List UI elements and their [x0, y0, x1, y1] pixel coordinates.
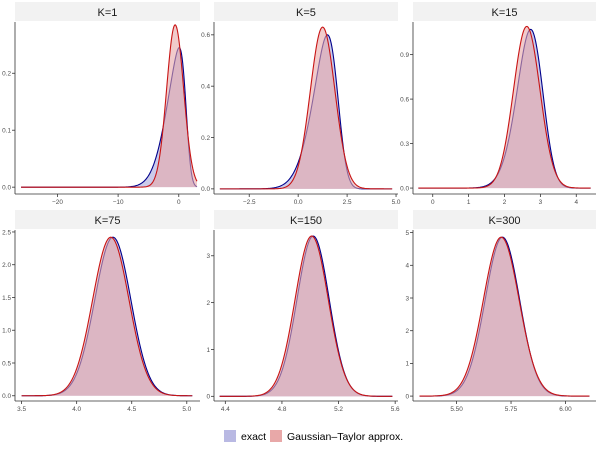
y-tick-label: 0.0: [201, 186, 210, 193]
y-tick-label: 0: [405, 393, 409, 400]
x-tick-label: 4.8: [277, 406, 286, 413]
density-area-approx: [418, 26, 591, 189]
x-tick-label: 5.75: [505, 406, 518, 413]
facet-title: K=5: [296, 7, 316, 19]
density-area-approx: [21, 24, 197, 188]
facet-strip: [15, 2, 200, 21]
y-tick-label: 1: [206, 347, 210, 354]
facet-title: K=1: [98, 7, 118, 19]
panel-2: K=5 0.0 0.2 0.4 0.6 −2.5 0.0 2.5 5.0: [201, 2, 401, 206]
legend-key-exact: [224, 430, 236, 442]
x-tick-label: 5.0: [182, 406, 191, 413]
x-tick-label: 0: [177, 199, 181, 206]
facet-strip: [413, 2, 596, 21]
y-tick-label: 5: [405, 230, 409, 237]
density-line-approx: [219, 26, 393, 190]
density-line-approx: [219, 235, 393, 397]
legend-label-exact: exact: [241, 431, 266, 443]
x-tick-label: 3: [539, 199, 543, 206]
x-tick-label: 5.50: [450, 406, 463, 413]
y-tick-label: 1: [405, 361, 409, 368]
x-tick-label: 1: [467, 199, 471, 206]
y-tick-label: 0.1: [2, 128, 11, 135]
facet-strip: [214, 2, 398, 21]
x-tick-label: −20: [52, 199, 63, 206]
y-tick-label: 0.0: [2, 393, 11, 400]
x-tick-label: 4: [574, 199, 578, 206]
x-tick-label: 4.4: [221, 406, 230, 413]
y-tick-label: 0.5: [2, 360, 11, 367]
density-area-approx: [219, 236, 393, 397]
x-tick-label: 4.5: [127, 406, 136, 413]
y-tick-label: 0.0: [2, 184, 11, 191]
y-tick-label: 0.0: [400, 185, 409, 192]
y-tick-label: 0.2: [2, 71, 11, 78]
x-tick-label: 5.2: [334, 406, 343, 413]
panel-6: K=300 0 1 2 3 4 5 5.50 5.75 6.00: [405, 210, 596, 413]
panel-3: K=15 0.0 0.3 0.6 0.9 0 1 2 3 4: [400, 2, 596, 206]
x-tick-label: −2.5: [243, 199, 256, 206]
x-tick-label: 3.5: [17, 406, 26, 413]
density-line-approx: [21, 236, 193, 397]
y-tick-label: 2.0: [2, 262, 11, 269]
facet-title: K=75: [95, 215, 121, 227]
legend: exact Gaussian–Taylor approx.: [224, 430, 403, 443]
facet-strip: [413, 210, 596, 229]
x-tick-label: 5.0: [392, 199, 401, 206]
density-line-approx: [418, 25, 591, 189]
y-tick-label: 4: [405, 263, 409, 270]
legend-label-approx: Gaussian–Taylor approx.: [287, 431, 403, 443]
x-tick-label: 0: [431, 199, 435, 206]
y-tick-label: 0.4: [201, 83, 210, 90]
facet-strip: [15, 210, 200, 229]
y-tick-label: 3: [206, 253, 210, 260]
x-tick-label: 4.0: [72, 406, 81, 413]
x-tick-label: 2.5: [343, 199, 352, 206]
x-tick-label: 0.0: [294, 199, 303, 206]
panel-4: K=75 0.0 0.5 1.0 1.5 2.0 2.5 3.5 4.0 4.5 5.0: [2, 210, 200, 413]
y-tick-label: 0.2: [201, 135, 210, 142]
y-tick-label: 1.0: [2, 328, 11, 335]
y-tick-label: 2: [405, 328, 409, 335]
y-tick-label: 0.6: [201, 32, 210, 39]
x-tick-label: −10: [113, 199, 124, 206]
density-area-approx: [219, 27, 393, 189]
facet-title: K=300: [488, 215, 520, 227]
y-tick-label: 0: [206, 394, 210, 401]
y-tick-label: 2: [206, 300, 210, 307]
density-area-approx: [21, 237, 193, 396]
y-tick-label: 0.6: [400, 96, 409, 103]
facet-title: K=150: [290, 215, 322, 227]
x-tick-label: 5.6: [391, 406, 400, 413]
x-tick-label: 2: [503, 199, 507, 206]
density-line-approx: [419, 236, 590, 397]
legend-key-approx: [270, 430, 282, 442]
y-tick-label: 1.5: [2, 295, 11, 302]
facet-strip: [214, 210, 398, 229]
y-tick-label: 3: [405, 295, 409, 302]
y-tick-label: 2.5: [2, 229, 11, 236]
panel-5: K=150 0 1 2 3 4.4 4.8 5.2 5.6: [206, 210, 400, 413]
panel-1: K=1 0.0 0.1 0.2 −20 −10 0: [2, 2, 200, 206]
density-area-approx: [419, 237, 590, 397]
y-tick-label: 0.9: [400, 52, 409, 59]
x-tick-label: 6.00: [559, 406, 572, 413]
density-line-approx: [21, 24, 198, 188]
y-tick-label: 0.3: [400, 141, 409, 148]
facet-title: K=15: [492, 7, 518, 19]
